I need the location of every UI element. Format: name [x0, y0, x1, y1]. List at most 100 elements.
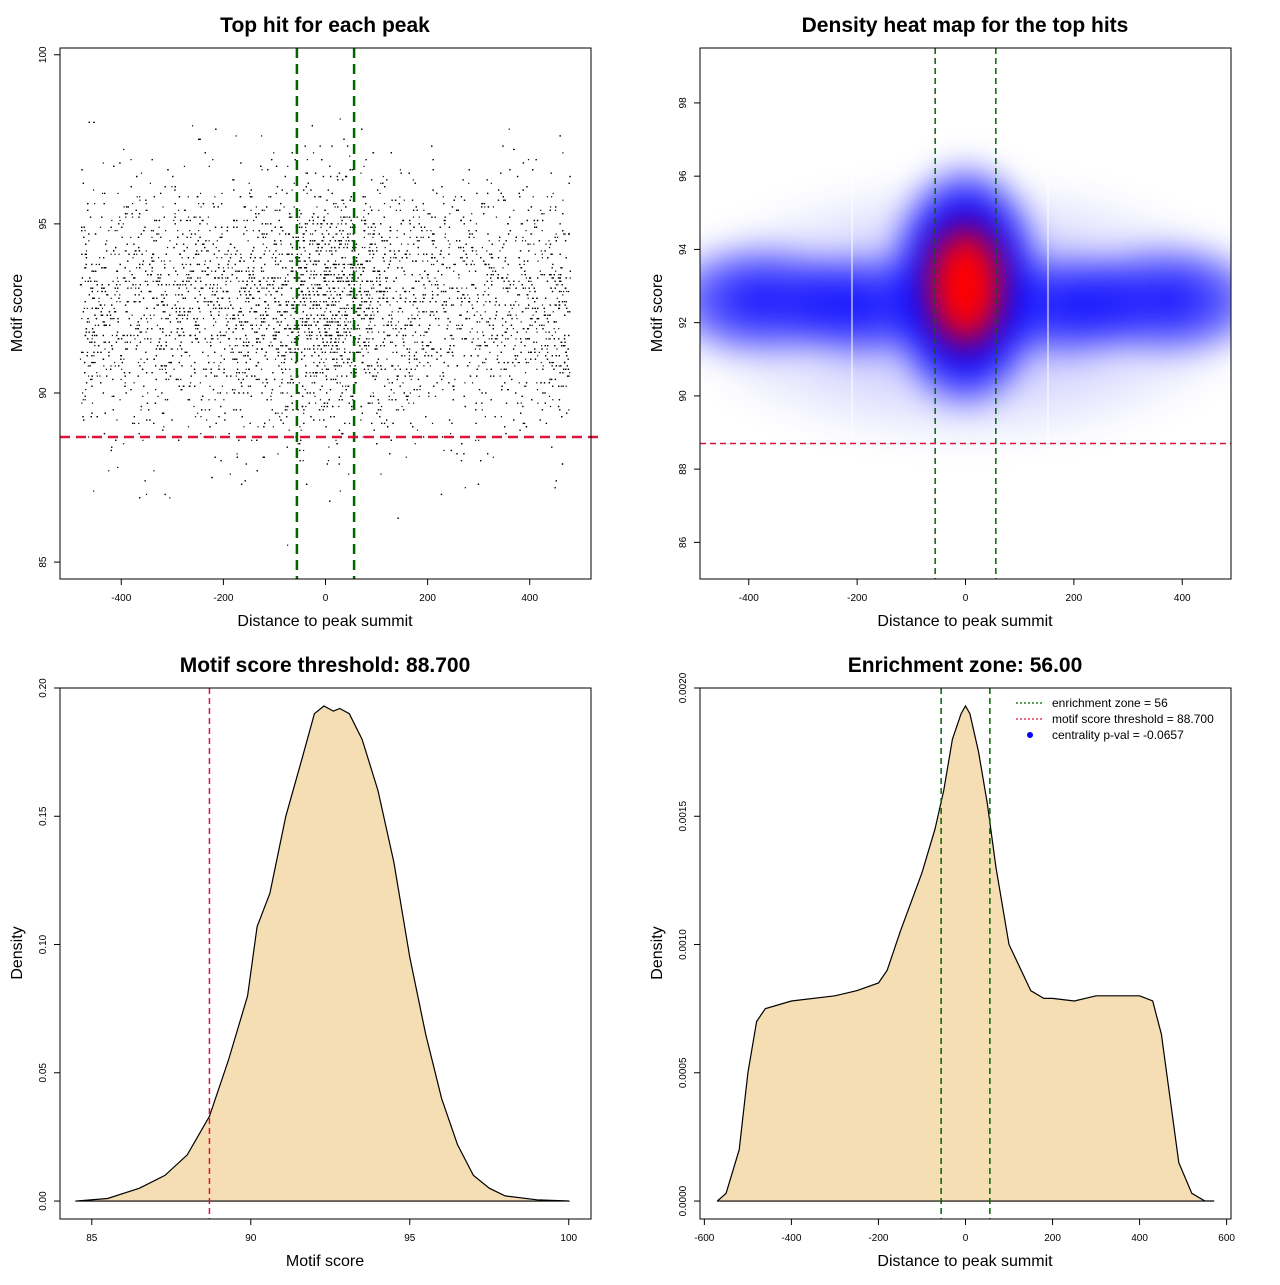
scatter-point: [307, 348, 308, 349]
scatter-point: [443, 196, 444, 197]
scatter-point: [274, 244, 275, 245]
scatter-point: [230, 352, 231, 353]
scatter-point: [188, 196, 189, 197]
scatter-point: [379, 298, 380, 299]
scatter-point: [237, 362, 238, 363]
scatter-point: [465, 487, 466, 488]
scatter-point: [543, 365, 544, 366]
scatter-point: [111, 298, 112, 299]
scatter-point: [98, 298, 99, 299]
scatter-point: [221, 257, 222, 258]
scatter-point: [359, 335, 360, 336]
scatter-point: [389, 396, 390, 397]
scatter-point: [411, 315, 412, 316]
scatter-point: [373, 392, 374, 393]
scatter-point: [556, 348, 557, 349]
scatter-point: [321, 359, 322, 360]
scatter-point: [528, 298, 529, 299]
scatter-point: [356, 369, 357, 370]
scatter-point: [413, 403, 414, 404]
scatter-point: [393, 257, 394, 258]
scatter-point: [423, 365, 424, 366]
scatter-point: [419, 274, 420, 275]
scatter-point: [547, 352, 548, 353]
scatter-point: [537, 389, 538, 390]
scatter-point: [515, 240, 516, 241]
scatter-point: [373, 288, 374, 289]
scatter-point: [292, 189, 293, 190]
scatter-point: [314, 396, 315, 397]
scatter-point: [249, 183, 250, 184]
scatter-point: [519, 362, 520, 363]
scatter-point: [115, 365, 116, 366]
scatter-point: [283, 311, 284, 312]
scatter-point: [177, 274, 178, 275]
scatter-point: [303, 284, 304, 285]
scatter-point: [226, 392, 227, 393]
scatter-point: [131, 288, 132, 289]
scatter-point: [449, 213, 450, 214]
scatter-point: [208, 399, 209, 400]
scatter-point: [443, 284, 444, 285]
scatter-point: [367, 328, 368, 329]
scatter-point: [341, 223, 342, 224]
scatter-point: [275, 264, 276, 265]
scatter-point: [169, 284, 170, 285]
scatter-point: [346, 281, 347, 282]
scatter-point: [231, 254, 232, 255]
scatter-point: [537, 403, 538, 404]
scatter-point: [393, 392, 394, 393]
scatter-point: [326, 230, 327, 231]
scatter-point: [335, 321, 336, 322]
scatter-point: [110, 365, 111, 366]
scatter-point: [88, 436, 89, 437]
scatter-point: [403, 345, 404, 346]
scatter-point: [134, 382, 135, 383]
scatter-point: [299, 294, 300, 295]
scatter-point: [218, 311, 219, 312]
scatter-point: [542, 230, 543, 231]
scatter-point: [270, 342, 271, 343]
scatter-point: [220, 362, 221, 363]
scatter-point: [551, 196, 552, 197]
scatter-point: [525, 359, 526, 360]
scatter-point: [369, 338, 370, 339]
scatter-point: [546, 338, 547, 339]
scatter-point: [230, 474, 231, 475]
scatter-point: [345, 311, 346, 312]
scatter-point: [489, 240, 490, 241]
scatter-point: [237, 298, 238, 299]
scatter-point: [533, 315, 534, 316]
scatter-point: [163, 294, 164, 295]
scatter-point: [99, 257, 100, 258]
scatter-point: [355, 267, 356, 268]
scatter-point: [159, 369, 160, 370]
scatter-point: [542, 274, 543, 275]
scatter-point: [369, 247, 370, 248]
scatter-point: [533, 196, 534, 197]
scatter-point: [159, 227, 160, 228]
scatter-point: [326, 359, 327, 360]
scatter-point: [171, 348, 172, 349]
scatter-point: [483, 304, 484, 305]
scatter-point: [245, 301, 246, 302]
scatter-point: [136, 328, 137, 329]
scatter-point: [93, 189, 94, 190]
scatter-point: [401, 406, 402, 407]
scatter-point: [434, 277, 435, 278]
scatter-point: [103, 162, 104, 163]
scatter-point: [489, 338, 490, 339]
scatter-point: [180, 335, 181, 336]
scatter-point: [471, 213, 472, 214]
scatter-point: [561, 291, 562, 292]
scatter-point: [497, 355, 498, 356]
scatter-point: [246, 369, 247, 370]
scatter-point: [160, 348, 161, 349]
scatter-point: [524, 264, 525, 265]
scatter-point: [356, 281, 357, 282]
scatter-point: [328, 345, 329, 346]
scatter-point: [414, 342, 415, 343]
scatter-point: [232, 359, 233, 360]
scatter-point: [146, 203, 147, 204]
scatter-point: [389, 237, 390, 238]
